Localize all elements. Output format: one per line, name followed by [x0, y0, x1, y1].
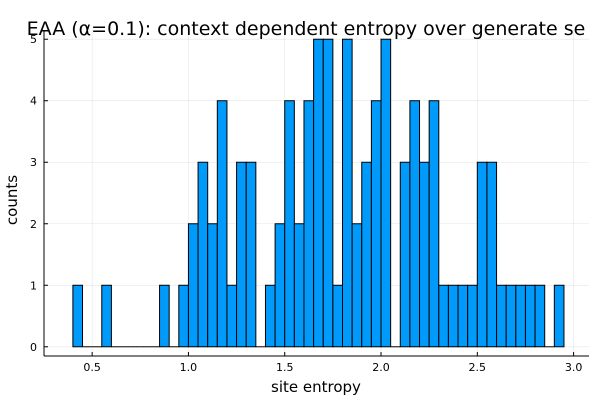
y-tick-label: 1 [30, 279, 37, 292]
histogram-bar [399, 161, 411, 348]
histogram-bar [332, 284, 343, 348]
histogram-bar [476, 161, 488, 348]
x-ticks: 0.5 1.0 1.5 2.0 2.5 3.0 [83, 352, 582, 374]
histogram-bar [419, 161, 430, 348]
histogram-bar [409, 100, 421, 348]
histogram-bar [245, 161, 257, 348]
histogram-bar [467, 284, 478, 348]
histogram-bar [216, 100, 228, 348]
y-tick-label: 4 [30, 95, 37, 108]
x-axis-label: site entropy [271, 378, 361, 396]
histogram-bar [457, 284, 469, 348]
histogram-bar [187, 223, 199, 348]
y-axis-label: counts [3, 175, 21, 225]
histogram-bar [534, 284, 546, 348]
histogram-bar [322, 38, 334, 348]
y-tick-label: 3 [30, 156, 37, 169]
x-tick-label: 1.5 [276, 361, 294, 374]
histogram-bar [505, 284, 517, 348]
histogram-bar [159, 284, 170, 348]
histogram-bar [370, 100, 382, 348]
histogram-bar [447, 284, 459, 348]
histogram-bar [361, 161, 372, 348]
x-tick-label: 2.0 [372, 361, 390, 374]
histogram-bar [341, 38, 353, 348]
y-tick-label: 0 [30, 341, 37, 354]
x-tick-label: 0.5 [83, 361, 101, 374]
y-tick-label: 2 [30, 218, 37, 231]
histogram-bar [303, 100, 315, 348]
histogram-bar [515, 284, 526, 348]
histogram-bar [438, 284, 449, 348]
histogram-bar [236, 161, 247, 348]
histogram-bar [496, 284, 507, 348]
histogram-bar [207, 223, 218, 348]
histogram-bar [178, 284, 189, 348]
histogram-bar [428, 100, 440, 348]
y-ticks: 0 1 2 3 4 5 [30, 33, 48, 354]
chart-title: EAA (α=0.1): context dependent entropy o… [27, 18, 586, 40]
histogram-bar [486, 161, 498, 348]
histogram-bar [313, 38, 324, 348]
histogram-bar [72, 284, 84, 348]
histogram-bar [264, 284, 276, 348]
histogram-bar [226, 284, 238, 348]
histogram-bar [380, 38, 392, 348]
histogram-bar [197, 161, 209, 348]
x-tick-label: 1.0 [180, 361, 198, 374]
y-tick-label: 5 [30, 33, 37, 46]
histogram-bar [101, 284, 112, 348]
axes [43, 30, 589, 357]
histogram-bar [274, 223, 286, 348]
histogram-bar [351, 223, 363, 348]
histogram-bar [553, 284, 565, 348]
histogram-bar [293, 223, 305, 348]
x-tick-label: 2.5 [469, 361, 487, 374]
x-tick-label: 3.0 [565, 361, 583, 374]
histogram-bar [524, 284, 536, 348]
bars-group [72, 38, 565, 348]
histogram-bar [284, 100, 295, 348]
